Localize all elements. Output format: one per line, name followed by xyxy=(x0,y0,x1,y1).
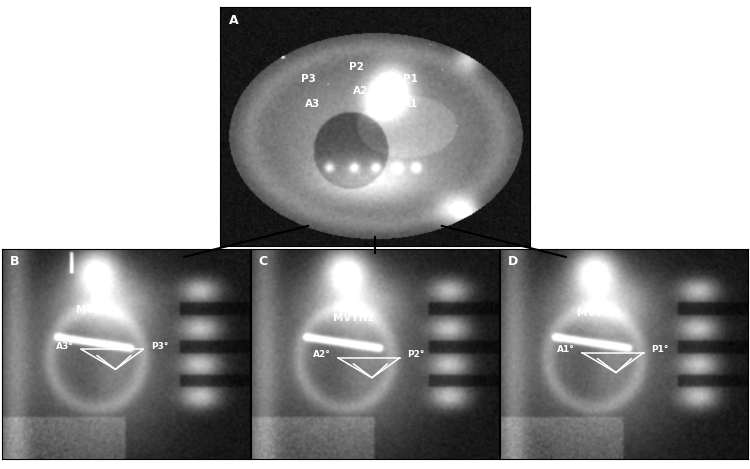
Text: P1: P1 xyxy=(404,74,418,84)
Text: P2°: P2° xyxy=(407,350,424,359)
Text: A3: A3 xyxy=(305,99,320,109)
Text: B: B xyxy=(10,255,20,268)
Text: A1: A1 xyxy=(403,99,418,109)
Text: A2: A2 xyxy=(353,86,369,96)
Text: A1°: A1° xyxy=(556,345,574,354)
Text: D: D xyxy=(508,255,518,268)
Text: P3°: P3° xyxy=(151,342,168,351)
Text: MVTH1: MVTH1 xyxy=(577,308,618,318)
Text: C: C xyxy=(259,255,268,268)
Text: A: A xyxy=(229,14,238,27)
Text: A2°: A2° xyxy=(313,350,331,359)
Text: A3°: A3° xyxy=(56,342,74,351)
Text: P2: P2 xyxy=(349,62,364,72)
Text: P3: P3 xyxy=(301,74,316,84)
Text: MVTH3: MVTH3 xyxy=(76,304,118,315)
Text: P1°: P1° xyxy=(651,345,668,354)
Text: MVTH2: MVTH2 xyxy=(332,313,374,323)
